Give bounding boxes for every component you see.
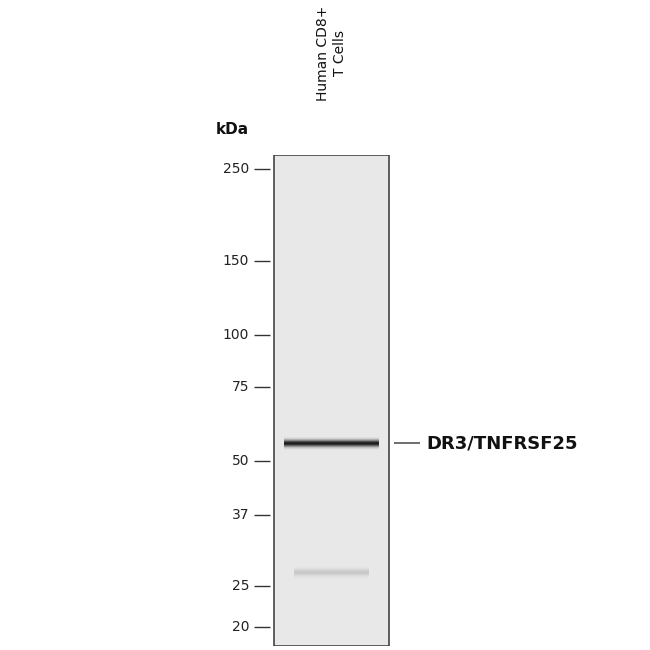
Text: 250: 250 — [223, 162, 250, 176]
Text: Human CD8+
T Cells: Human CD8+ T Cells — [317, 5, 346, 101]
Text: 100: 100 — [223, 328, 250, 342]
Text: DR3/TNFRSF25: DR3/TNFRSF25 — [426, 434, 578, 452]
Text: 20: 20 — [232, 619, 250, 634]
Text: 75: 75 — [232, 380, 250, 394]
Text: 50: 50 — [232, 454, 250, 467]
Text: 37: 37 — [232, 508, 250, 522]
Text: kDa: kDa — [216, 122, 250, 137]
Text: 25: 25 — [232, 579, 250, 593]
Text: 150: 150 — [223, 254, 250, 268]
Bar — [274, 155, 389, 646]
